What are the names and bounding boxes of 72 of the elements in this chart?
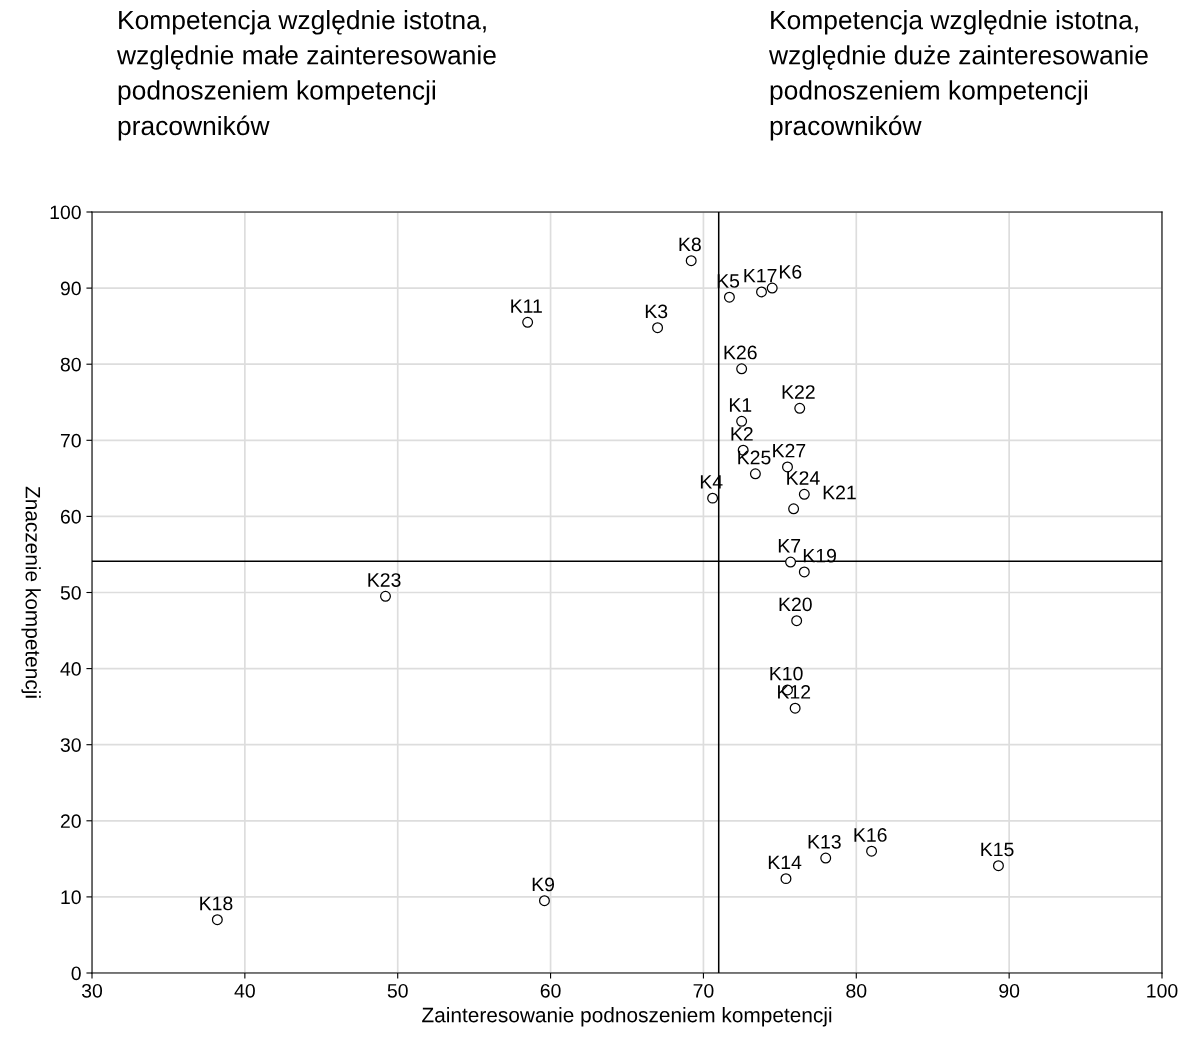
point	[798, 566, 810, 578]
point	[782, 461, 793, 473]
y-tick-label: 70	[60, 433, 81, 448]
point	[707, 492, 719, 504]
annotation: K12	[778, 685, 811, 699]
y-axis-title: Znaczenie kompetencji	[21, 486, 41, 698]
annotation: K3	[645, 304, 668, 319]
point	[785, 556, 797, 568]
point	[749, 468, 761, 480]
point	[794, 402, 806, 414]
y-tick-label: 30	[60, 738, 81, 752]
annotation: K10	[770, 666, 803, 681]
annotation: K16	[854, 828, 887, 842]
point	[538, 895, 550, 907]
x-tick-label: 50	[387, 983, 408, 998]
annotation: K15	[981, 842, 1014, 857]
point	[211, 914, 223, 926]
point	[723, 291, 735, 303]
point	[522, 316, 534, 328]
annotation: K13	[808, 834, 841, 849]
x-tick-label: 80	[846, 983, 867, 998]
point	[780, 873, 792, 885]
y-tick-label: 20	[60, 814, 81, 829]
y-tick-label: 90	[60, 281, 81, 296]
annotation: K24	[787, 471, 820, 485]
annotation: K27	[773, 443, 806, 458]
point	[798, 488, 810, 500]
y-tick-label: 40	[60, 662, 81, 676]
y-tick-label: 10	[61, 890, 81, 905]
point	[820, 852, 832, 864]
annotation: K23	[368, 573, 401, 587]
annotation: K25	[738, 450, 771, 465]
annotation: K18	[200, 896, 233, 911]
y-tick-label: 60	[60, 509, 81, 524]
point	[766, 282, 778, 294]
point	[736, 363, 748, 375]
annotation: K14	[768, 855, 802, 870]
annotation: K26	[724, 345, 757, 360]
y-tick-label: 50	[60, 585, 81, 600]
x-axis-title: Zainteresowanie podnoszeniem kompetencji	[422, 1007, 832, 1027]
x-tick-label: 60	[540, 983, 561, 998]
annotation: K2	[731, 427, 753, 441]
annotation: K7	[778, 539, 801, 553]
point	[788, 503, 800, 515]
annotation: K8	[679, 237, 701, 252]
point	[379, 590, 391, 602]
y-tick-label: 80	[60, 357, 81, 372]
annotation: K11	[511, 299, 542, 313]
x-tick-label: 30	[81, 983, 103, 998]
point	[652, 322, 664, 334]
annotation: K20	[779, 597, 812, 612]
y-tick-label: 100	[50, 205, 81, 220]
annotation: K22	[782, 385, 815, 399]
x-tick-label: 40	[234, 983, 255, 998]
text: Kompetencja względnie istotna, względnie małe zainteresowanie podnoszeniem kompetencji pracowników	[116, 10, 496, 141]
x-tick-label: 70	[693, 983, 714, 998]
annotation: K21	[823, 485, 856, 500]
x-tick-label: 100	[1147, 983, 1178, 998]
text: Kompetencja względnie istotna, względnie duże zainteresowanie podnoszeniem kompetencji pracowników	[768, 10, 1148, 141]
annotation: K17	[744, 268, 777, 283]
y-tick-label: 0	[71, 966, 81, 981]
point	[992, 860, 1004, 872]
point	[866, 845, 878, 857]
annotation: K1	[729, 398, 752, 412]
point	[685, 255, 697, 267]
x-tick-label: 90	[999, 983, 1020, 998]
annotation: K6	[779, 264, 802, 279]
point	[736, 415, 748, 427]
point	[756, 286, 767, 298]
point	[789, 702, 801, 714]
annotation: K9	[532, 877, 555, 892]
point	[791, 615, 803, 627]
